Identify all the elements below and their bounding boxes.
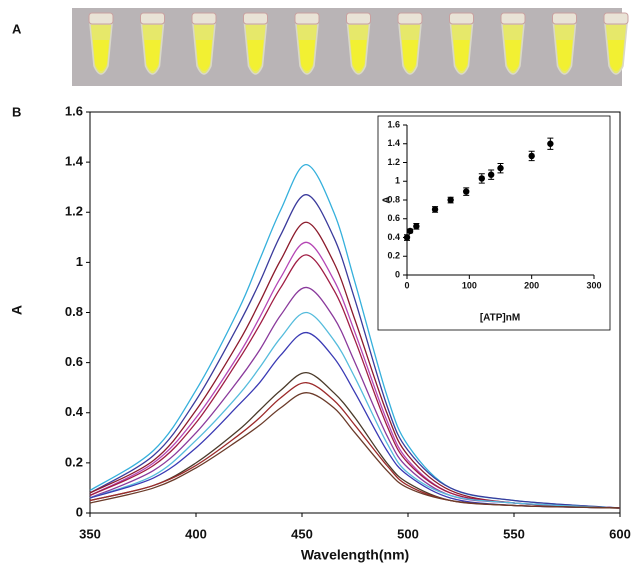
spectrum-line [89, 221, 621, 509]
tube-liquid [402, 40, 418, 71]
tube-cap [397, 12, 423, 25]
data-point [431, 206, 439, 213]
panel-label: B [12, 104, 21, 119]
inset-frame [377, 115, 611, 331]
data-point [478, 175, 485, 182]
y-tick-label: 0.4 [387, 232, 400, 242]
data-point [447, 196, 454, 204]
y-tick-label: 0.2 [65, 454, 83, 469]
x-tick-label: 350 [79, 526, 101, 541]
y-tick-label: 1.2 [387, 157, 400, 167]
y-tick-label: 1.4 [387, 138, 400, 148]
y-tick-label: 0.2 [387, 251, 400, 261]
y-tick-label: 1 [76, 254, 83, 269]
data-point [547, 140, 554, 147]
tube-liquid [453, 40, 470, 71]
spectrum-line [89, 392, 621, 509]
y-tick-label: 0 [395, 269, 400, 279]
data-point [497, 164, 504, 172]
y-tick-label: 0.8 [387, 194, 400, 204]
x-tick-label: 100 [462, 280, 477, 290]
data-point [413, 223, 420, 230]
x-tick-label: 0 [404, 280, 409, 290]
x-tick-label: 450 [291, 526, 313, 541]
tube-liquid [556, 40, 573, 71]
data-point [463, 188, 470, 195]
tube-cap [346, 12, 371, 25]
spectrum-line [89, 311, 621, 509]
tube-liquid [350, 40, 367, 71]
y-tick-label: 0 [76, 504, 83, 519]
x-tick-label: 600 [609, 526, 631, 541]
tube-cap [603, 12, 629, 25]
y-tick-label: 1 [395, 176, 400, 186]
y-tick-label: 0.8 [65, 304, 83, 319]
spectrum-line [89, 194, 621, 509]
y-axis-label: A [9, 305, 25, 315]
tube-cap [140, 12, 165, 25]
data-point [403, 234, 411, 241]
y-tick-label: 1.6 [387, 119, 400, 129]
y-axis-label: A [382, 196, 393, 203]
y-tick-label: 0.4 [65, 404, 84, 419]
tube-liquid [144, 40, 161, 71]
tube-cap [294, 12, 320, 25]
tube-cap [552, 12, 577, 25]
tube-liquid [505, 40, 521, 71]
spectrum-line [89, 331, 621, 509]
tube-cap [191, 12, 217, 25]
x-tick-label: 300 [586, 280, 601, 290]
y-tick-label: 0.6 [387, 213, 400, 223]
x-axis-label: Wavelength(nm) [301, 547, 409, 563]
tube-liquid [299, 40, 315, 71]
panel-label: A [12, 21, 22, 36]
x-axis-label: [ATP]nM [480, 313, 520, 324]
tube-cap [500, 12, 526, 25]
tube-liquid [608, 40, 624, 71]
x-tick-label: 400 [185, 526, 207, 541]
tube-row [88, 12, 629, 75]
y-tick-label: 1.4 [65, 154, 84, 169]
spectrum-line [89, 254, 621, 509]
tube-liquid [196, 40, 212, 71]
x-tick-label: 200 [524, 280, 539, 290]
tube-liquid [247, 40, 264, 71]
data-point [528, 152, 535, 160]
y-tick-label: 1.2 [65, 204, 83, 219]
x-tick-label: 550 [503, 526, 525, 541]
tube-cap [449, 12, 474, 25]
tube-cap [88, 12, 114, 25]
x-tick-label: 500 [397, 526, 419, 541]
data-point [406, 227, 414, 235]
data-point [487, 171, 495, 178]
tube-cap [243, 12, 268, 25]
y-tick-label: 0.6 [65, 354, 83, 369]
y-tick-label: 1.6 [65, 103, 83, 118]
tube-liquid [93, 40, 109, 71]
